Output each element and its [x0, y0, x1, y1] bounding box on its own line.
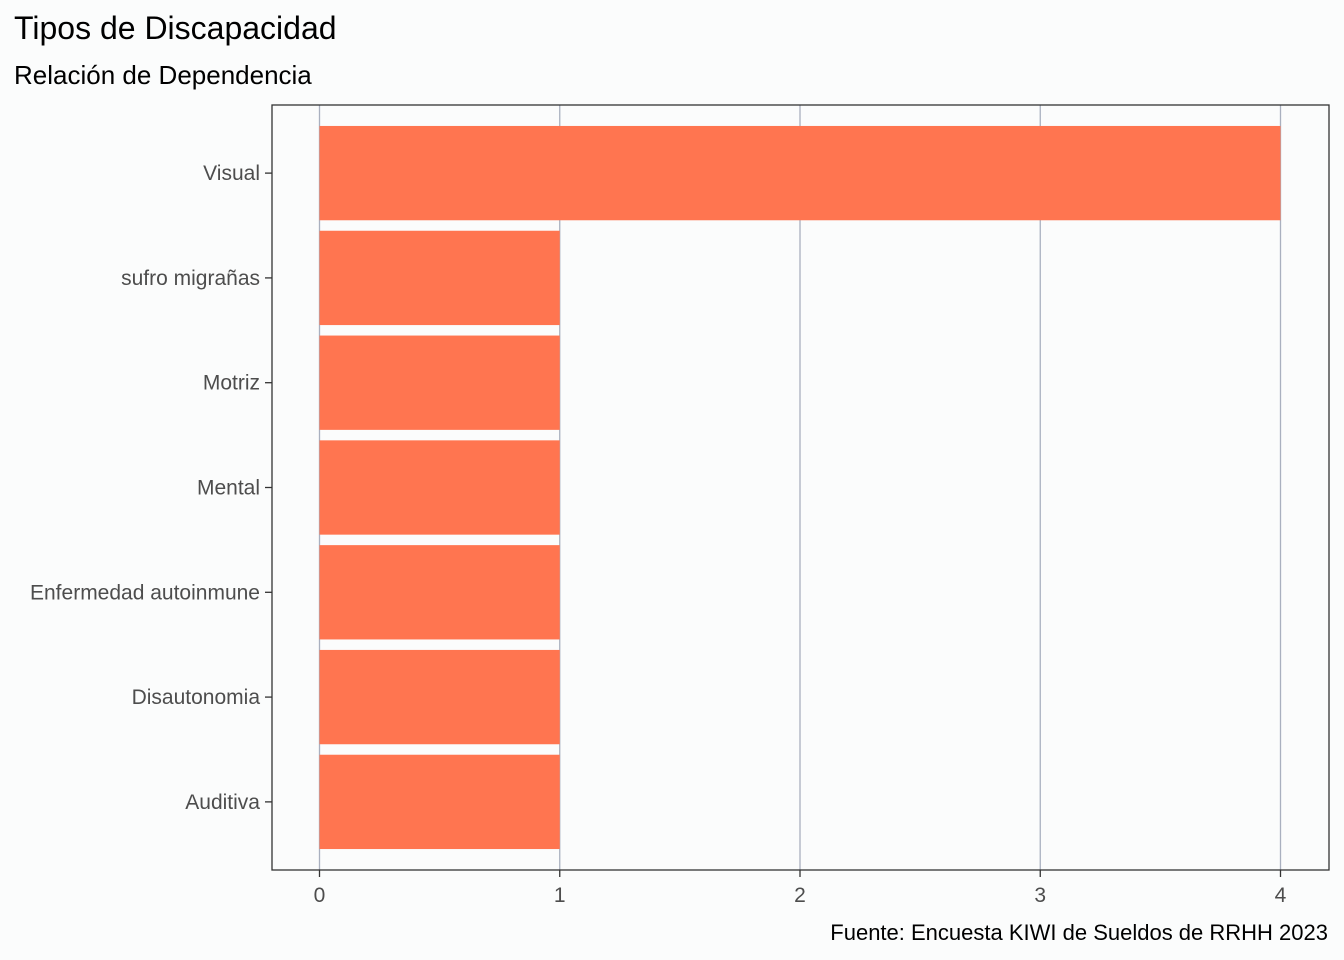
- bar: [319, 335, 560, 430]
- y-tick-label: sufro migrañas: [121, 267, 260, 290]
- x-tick-label: 4: [1275, 884, 1287, 907]
- bar: [319, 545, 560, 640]
- y-tick-label: Visual: [203, 162, 260, 185]
- x-tick-label: 3: [1034, 884, 1046, 907]
- y-tick-label: Enfermedad autoinmune: [30, 581, 260, 604]
- chart-subtitle: Relación de Dependencia: [14, 60, 312, 90]
- y-tick-label: Motriz: [203, 372, 260, 395]
- y-tick-label: Mental: [197, 477, 260, 500]
- x-tick-label: 0: [314, 884, 326, 907]
- bar: [319, 649, 560, 745]
- bar: [319, 754, 560, 850]
- y-tick-label: Auditiva: [185, 791, 260, 814]
- chart-title: Tipos de Discapacidad: [14, 10, 337, 46]
- x-tick-label: 1: [554, 884, 566, 907]
- chart-caption: Fuente: Encuesta KIWI de Sueldos de RRHH…: [830, 920, 1328, 945]
- x-tick-label: 2: [794, 884, 806, 907]
- bar: [319, 125, 1281, 221]
- y-tick-label: Disautonomia: [132, 686, 261, 709]
- bar: [319, 230, 560, 326]
- bar: [319, 440, 560, 535]
